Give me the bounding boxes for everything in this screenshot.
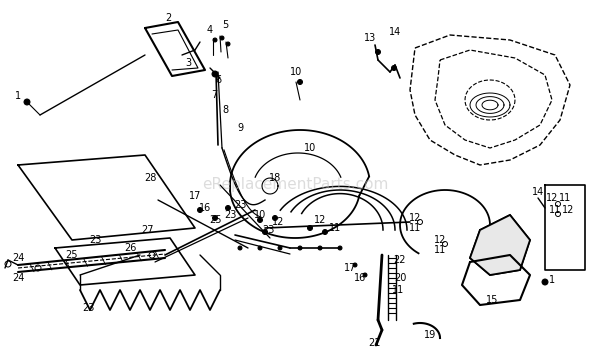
Polygon shape: [470, 215, 530, 275]
Text: 8: 8: [222, 105, 228, 115]
Circle shape: [198, 208, 202, 213]
Text: 7: 7: [211, 90, 217, 100]
Text: 10: 10: [254, 210, 266, 220]
Circle shape: [24, 99, 30, 105]
Text: 4: 4: [207, 25, 213, 35]
Text: 11: 11: [329, 223, 341, 233]
Text: 17: 17: [189, 191, 201, 201]
Text: 9: 9: [237, 123, 243, 133]
Text: 12: 12: [272, 217, 284, 227]
Text: 28: 28: [144, 173, 156, 183]
Circle shape: [258, 246, 262, 250]
Text: 22: 22: [394, 255, 407, 265]
Text: 14: 14: [532, 187, 544, 197]
Text: 11: 11: [549, 205, 561, 215]
Text: 11: 11: [409, 223, 421, 233]
Text: 26: 26: [124, 243, 136, 253]
Text: 11: 11: [559, 193, 571, 203]
Text: 27: 27: [142, 225, 154, 235]
Text: eReplacementParts.com: eReplacementParts.com: [202, 178, 388, 192]
Text: 23: 23: [82, 303, 94, 313]
Text: 23: 23: [89, 235, 101, 245]
Text: 12: 12: [562, 205, 574, 215]
Circle shape: [298, 246, 302, 250]
Text: 25: 25: [65, 250, 78, 260]
Text: 25: 25: [209, 215, 221, 225]
Text: 5: 5: [222, 20, 228, 30]
Circle shape: [353, 263, 357, 267]
Circle shape: [257, 218, 263, 223]
Text: 2: 2: [165, 13, 171, 23]
Text: 6: 6: [215, 75, 221, 85]
Text: 24: 24: [12, 253, 24, 263]
Text: 11: 11: [392, 285, 404, 295]
Text: 1: 1: [549, 275, 555, 285]
Text: 14: 14: [389, 27, 401, 37]
Text: 19: 19: [424, 330, 436, 340]
Text: 21: 21: [368, 338, 380, 348]
Text: 12: 12: [434, 235, 446, 245]
Text: 10: 10: [304, 143, 316, 153]
Text: 11: 11: [434, 245, 446, 255]
Text: 16: 16: [354, 273, 366, 283]
Text: 17: 17: [344, 263, 356, 273]
Circle shape: [226, 42, 230, 46]
Text: 18: 18: [269, 173, 281, 183]
Circle shape: [338, 246, 342, 250]
Text: 16: 16: [199, 203, 211, 213]
Text: 23: 23: [262, 225, 274, 235]
Text: 23: 23: [234, 200, 246, 210]
Circle shape: [220, 36, 224, 40]
Text: 3: 3: [185, 58, 191, 68]
Text: 12: 12: [546, 193, 558, 203]
Text: 23: 23: [224, 210, 236, 220]
Circle shape: [392, 66, 396, 71]
Text: 12: 12: [314, 215, 326, 225]
Circle shape: [363, 273, 367, 277]
Circle shape: [263, 229, 267, 235]
Text: 15: 15: [486, 295, 498, 305]
Circle shape: [238, 246, 242, 250]
Text: 13: 13: [364, 33, 376, 43]
Text: 1: 1: [15, 91, 21, 101]
Circle shape: [375, 49, 381, 55]
Circle shape: [273, 215, 277, 220]
Circle shape: [323, 229, 327, 235]
Circle shape: [212, 215, 218, 220]
Circle shape: [318, 246, 322, 250]
Text: 24: 24: [12, 273, 24, 283]
Circle shape: [225, 206, 231, 211]
Circle shape: [213, 38, 217, 42]
Circle shape: [278, 246, 282, 250]
Circle shape: [307, 225, 313, 230]
Text: 10: 10: [290, 67, 302, 77]
Circle shape: [297, 80, 303, 84]
Text: 20: 20: [394, 273, 406, 283]
Text: 12: 12: [409, 213, 421, 223]
Circle shape: [542, 279, 548, 285]
Circle shape: [212, 71, 218, 77]
